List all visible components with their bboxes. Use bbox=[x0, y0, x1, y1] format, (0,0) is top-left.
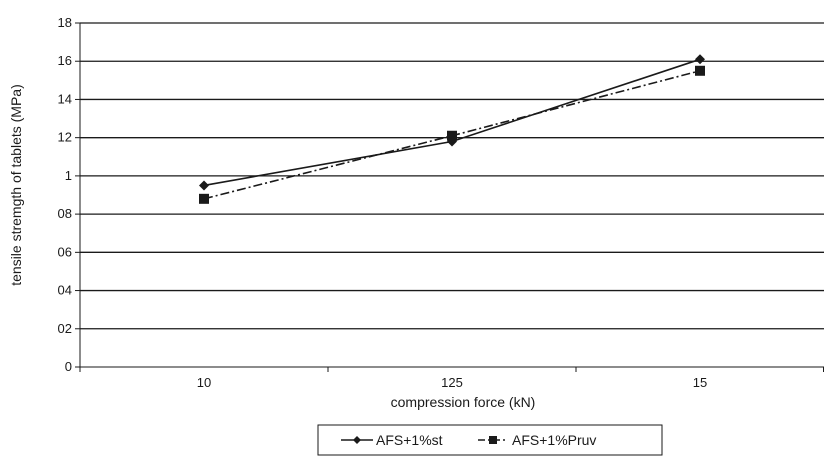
data-point-diamond bbox=[695, 54, 705, 65]
y-tick-label: 1 bbox=[65, 168, 72, 183]
y-tick-labels: 0 02 04 06 08 1 12 14 16 18 bbox=[58, 15, 72, 374]
x-tick-label: 10 bbox=[197, 375, 211, 390]
y-axis-title: tensile stremgth of tablets (MPa) bbox=[8, 84, 24, 286]
legend-marker-square-icon bbox=[489, 436, 497, 444]
y-tick-label: 18 bbox=[58, 15, 72, 30]
x-axis-title: compression force (kN) bbox=[391, 394, 536, 410]
y-tick-label: 12 bbox=[58, 130, 72, 145]
y-tick-label: 16 bbox=[58, 53, 72, 68]
series bbox=[199, 54, 705, 204]
legend: AFS+1%st AFS+1%Pruv bbox=[317, 424, 663, 456]
legend-marker-diamond-icon bbox=[353, 436, 361, 444]
x-tick-label: 15 bbox=[693, 375, 707, 390]
axes bbox=[75, 22, 824, 372]
x-tick-labels: 10 125 15 bbox=[197, 375, 707, 390]
y-tick-label: 14 bbox=[58, 91, 72, 106]
y-tick-label: 02 bbox=[58, 321, 72, 336]
data-point-square bbox=[695, 65, 705, 76]
legend-label-afs-st: AFS+1%st bbox=[376, 432, 443, 448]
data-point-diamond bbox=[199, 180, 209, 191]
y-tick-label: 06 bbox=[58, 244, 72, 259]
gridlines bbox=[80, 22, 824, 330]
data-point-square bbox=[447, 130, 457, 141]
legend-label-afs-pruv: AFS+1%Pruv bbox=[512, 432, 596, 448]
y-tick-label: 08 bbox=[58, 206, 72, 221]
x-tick-label: 125 bbox=[441, 375, 463, 390]
data-point-square bbox=[199, 193, 209, 204]
series-line-1 bbox=[203, 58, 701, 187]
y-tick-label: 04 bbox=[58, 283, 72, 298]
y-tick-label: 0 bbox=[65, 359, 72, 374]
